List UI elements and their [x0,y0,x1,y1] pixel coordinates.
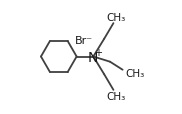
Text: CH₃: CH₃ [126,69,145,78]
Text: N: N [88,50,98,64]
Text: +: + [94,48,102,58]
Text: CH₃: CH₃ [106,13,125,23]
Text: Br⁻: Br⁻ [74,36,93,45]
Text: CH₃: CH₃ [106,91,125,101]
